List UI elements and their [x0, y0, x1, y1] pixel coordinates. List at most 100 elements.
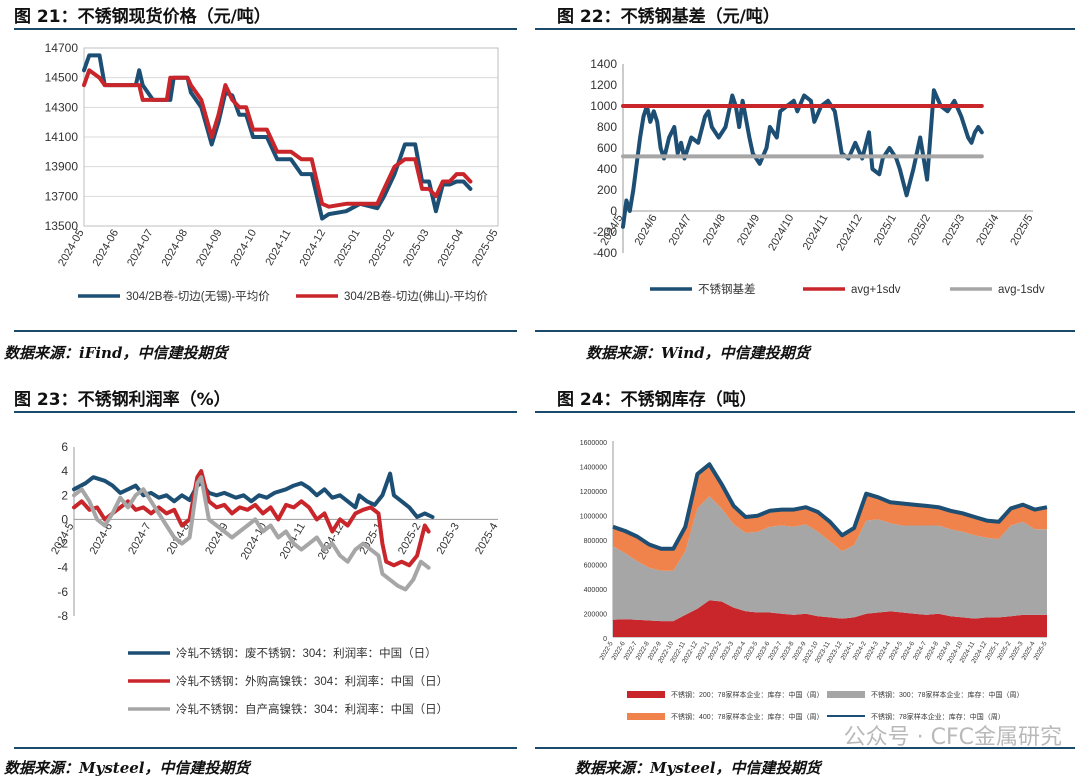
x-tick-label: 2025-03: [401, 228, 432, 269]
legend-label-1: avg+1sdv: [851, 284, 901, 296]
series-line-0: [72, 471, 435, 519]
y-tick-label: 1000: [590, 99, 617, 113]
y-tick-label: 14500: [45, 71, 79, 85]
x-tick-label: 2025-01: [332, 228, 363, 269]
legend-label-3: 不锈钢：78家样本企业：库存：中国（周）: [871, 712, 1005, 721]
x-tick-label: 2024-06: [91, 228, 122, 269]
series-line-2: [72, 475, 431, 592]
y-tick-label: 13700: [45, 189, 79, 203]
chart21-title-rule: [14, 28, 517, 30]
x-tick-label: 2025-02: [367, 228, 398, 269]
x-tick-label: 2024-11: [263, 228, 293, 268]
x-tick-label: 2025/1: [872, 213, 899, 248]
area-layer-2: [613, 464, 1047, 571]
y-tick-label: 1200: [590, 78, 617, 92]
y-tick-label: -8: [57, 609, 68, 623]
legend-label-0: 不锈钢：200：78家样本企业：库存：中国（周）: [671, 690, 823, 699]
plot-frame: [83, 47, 499, 227]
y-tick-label: -6: [57, 585, 68, 599]
y-tick-label: 200000: [584, 612, 607, 619]
legend-swatch-2: [627, 713, 665, 720]
y-tick-label: 4: [61, 464, 68, 478]
area-layer-1: [613, 496, 1047, 622]
chart21-title: 图 21：不锈钢现货价格（元/吨）: [14, 7, 271, 27]
y-tick-label: 2: [61, 488, 68, 502]
legend-label-2: avg-1sdv: [998, 284, 1045, 296]
legend-label-1: 冷轧不锈钢：外购高镍铁：304：利润率：中国（日）: [176, 674, 448, 688]
chart24-title: 图 24：不锈钢库存（吨）: [557, 390, 757, 410]
x-tick-label: 2024-08: [160, 228, 191, 269]
y-tick-label: 1000000: [580, 514, 607, 521]
y-tick-label: 600000: [584, 563, 607, 570]
x-tick-label: 2024/11: [801, 213, 831, 253]
x-tick-label: 2025/2: [906, 213, 933, 248]
chart22-footer-rule: [535, 330, 1075, 332]
series-line-1: [82, 68, 473, 209]
x-tick-label: 2024-07: [125, 228, 156, 269]
legend-label-0: 304/2B卷-切边(无锡)-平均价: [126, 289, 270, 303]
x-tick-label: 2025/5: [1008, 213, 1035, 248]
legend-swatch-0: [627, 691, 665, 698]
series-line-0: [621, 88, 984, 229]
legend-swatch-1: [827, 691, 865, 698]
x-tick-label: 2025-04: [436, 228, 467, 269]
chart21-source: 数据来源：iFind，中信建投期货: [4, 344, 228, 362]
y-tick-label: 0: [61, 512, 68, 526]
chart22-title: 图 22：不锈钢基差（元/吨）: [557, 7, 780, 27]
x-tick-label: 2024/8: [701, 213, 728, 248]
x-tick-label: 2025/3: [940, 213, 967, 248]
legend-label-2: 不锈钢：400：78家样本企业：库存：中国（周）: [671, 712, 823, 721]
chart24-source: 数据来源：Mysteel，中信建投期货: [575, 759, 821, 777]
y-tick-label: 400: [597, 162, 617, 176]
chart21-plot: 13500 13700 13900 14100 14300 14500 14700 2024-…: [45, 41, 501, 303]
y-tick-label: 0: [610, 204, 617, 218]
y-tick-label: -400: [593, 246, 617, 260]
y-tick-label: 0: [603, 636, 607, 643]
chart24-title-rule: [535, 411, 1075, 413]
legend-label-1: 不锈钢：300：78家样本企业：库存：中国（周）: [871, 690, 1023, 699]
x-tick-label: 2025/4: [974, 213, 1001, 248]
y-tick-label: 14700: [45, 41, 79, 55]
chart23-title: 图 23：不锈钢利润率（%）: [14, 390, 231, 410]
chart23-footer-rule: [14, 747, 517, 749]
y-tick-label: 800: [597, 120, 617, 134]
series-line-0: [82, 53, 473, 221]
x-tick-label: 2024-10: [229, 228, 260, 269]
chart23-source: 数据来源：Mysteel，中信建投期货: [4, 759, 250, 777]
x-tick-label: 2024/7: [667, 213, 694, 248]
legend-label-1: 304/2B卷-切边(佛山)-平均价: [344, 289, 488, 303]
x-tick-label: 2025-05: [470, 228, 501, 269]
chart21-footer-rule: [14, 330, 517, 332]
y-tick-label: 200: [597, 183, 617, 197]
chart24-footer-rule: [535, 747, 1075, 749]
y-tick-label: 13900: [45, 160, 79, 174]
x-tick-label: 2024/12: [834, 213, 864, 253]
y-tick-label: 6: [61, 440, 68, 454]
series-line-1: [72, 469, 431, 568]
legend-label-2: 冷轧不锈钢：自产高镍铁：304：利润率：中国（日）: [176, 702, 448, 716]
chart24-plot: 0 200000 400000 600000 800000 1000000 1200000 1…: [580, 440, 1049, 721]
y-tick-label: -4: [57, 561, 68, 575]
y-tick-label: 800000: [584, 538, 607, 545]
legend-label-0: 不锈钢基差: [698, 282, 756, 296]
y-tick-label: 14300: [45, 100, 79, 114]
y-tick-label: 1600000: [580, 440, 607, 447]
y-tick-label: -200: [593, 225, 617, 239]
y-tick-label: 400000: [584, 587, 607, 594]
x-tick-label: 2024/9: [735, 213, 762, 248]
x-tick-label: 2024-12: [298, 228, 329, 269]
legend-label-0: 冷轧不锈钢：废不锈钢：304：利润率：中国（日）: [176, 646, 437, 660]
x-tick-label: 2024/6: [633, 213, 660, 248]
y-tick-label: 13500: [45, 219, 79, 233]
chart23-title-rule: [14, 411, 517, 413]
y-tick-label: -2: [57, 537, 68, 551]
x-tick-label: 2024/10: [766, 213, 796, 253]
x-tick-label: 2024-7: [126, 521, 154, 557]
x-tick-label: 2024-05: [56, 228, 87, 269]
chart22-title-rule: [535, 28, 1075, 30]
x-tick-label: 2024-6: [88, 521, 116, 557]
x-tick-label: 2024-5: [49, 521, 77, 557]
y-tick-label: 14100: [45, 130, 79, 144]
y-tick-label: 1200000: [580, 489, 607, 496]
